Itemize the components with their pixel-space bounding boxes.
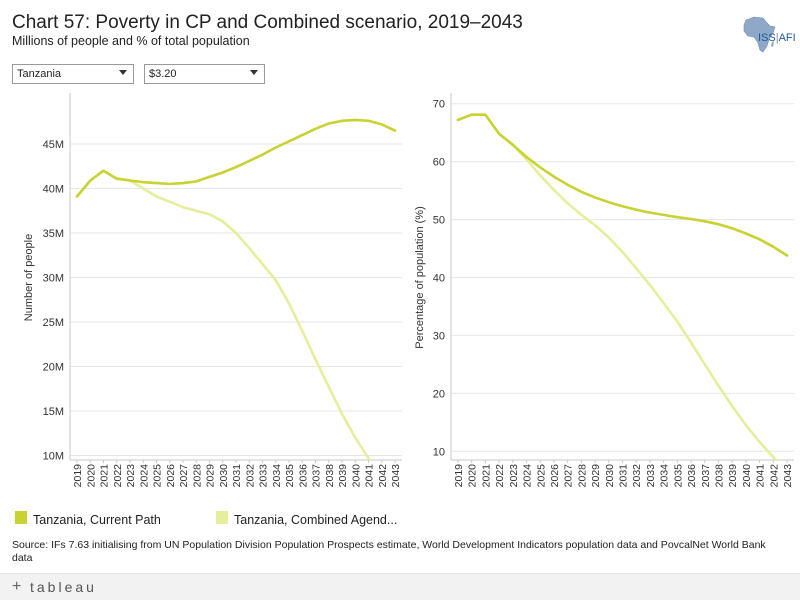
x-tick-label: 2026 xyxy=(549,464,561,488)
dropdown-arrow-icon xyxy=(250,70,258,75)
page-title: Chart 57: Poverty in CP and Combined sce… xyxy=(12,12,523,33)
tableau-logo-icon[interactable]: + xyxy=(12,578,22,595)
page-subtitle: Millions of people and % of total popula… xyxy=(12,34,250,48)
y-tick-label: 50 xyxy=(433,215,445,227)
y-axis-title: Percentage of population (%) xyxy=(414,206,426,348)
x-tick-label: 2039 xyxy=(337,464,349,488)
x-tick-label: 2036 xyxy=(686,464,698,488)
x-tick-label: 2030 xyxy=(604,464,616,488)
x-tick-label: 2035 xyxy=(284,464,296,488)
x-tick-label: 2023 xyxy=(125,464,137,488)
x-tick-label: 2040 xyxy=(741,464,753,488)
x-tick-label: 2020 xyxy=(467,464,479,488)
y-tick-label: 20 xyxy=(433,388,445,400)
x-tick-label: 2037 xyxy=(700,464,712,488)
dropdown-arrow-icon xyxy=(119,70,127,75)
x-tick-label: 2038 xyxy=(713,464,725,488)
y-axis-title: Number of people xyxy=(23,234,35,321)
x-tick-label: 2039 xyxy=(727,464,739,488)
legend-swatch-combined-agenda xyxy=(216,511,228,524)
x-tick-label: 2042 xyxy=(768,464,780,488)
y-tick-label: 45M xyxy=(43,139,64,151)
x-tick-label: 2019 xyxy=(72,464,84,488)
x-tick-label: 2041 xyxy=(755,464,767,488)
country-select-value: Tanzania xyxy=(17,68,62,80)
series-line-current-path xyxy=(456,113,789,257)
y-tick-label: 40 xyxy=(433,273,445,285)
x-tick-label: 2025 xyxy=(535,464,547,488)
x-tick-label: 2032 xyxy=(244,464,256,488)
x-tick-label: 2031 xyxy=(618,464,630,488)
y-tick-label: 35M xyxy=(43,228,64,240)
iss-afi-logo[interactable]: ISS|AFI xyxy=(736,14,796,56)
legend-swatch-current-path xyxy=(15,511,27,524)
x-tick-label: 2024 xyxy=(138,464,150,488)
x-tick-label: 2031 xyxy=(231,464,243,488)
x-tick-label: 2043 xyxy=(390,464,402,488)
y-tick-label: 30M xyxy=(43,273,64,285)
chart-panel-1: 10M 15M 20M 25M 30M 35M 40M 45M Number of people… xyxy=(23,93,402,488)
tableau-brand[interactable]: tableau xyxy=(30,579,97,595)
x-tick-label: 2041 xyxy=(364,464,376,488)
x-tick-label: 2020 xyxy=(85,464,97,488)
logo-separator: | xyxy=(775,32,779,44)
x-tick-label: 2042 xyxy=(377,464,389,488)
y-tick-label: 10M xyxy=(43,451,64,463)
y-tick-label: 60 xyxy=(433,157,445,169)
logo-suffix: AFI xyxy=(778,32,796,44)
x-tick-label: 2040 xyxy=(350,464,362,488)
x-tick-label: 2043 xyxy=(782,464,794,488)
x-tick-label: 2022 xyxy=(494,464,506,488)
x-tick-label: 2035 xyxy=(672,464,684,488)
y-tick-label: 25M xyxy=(43,317,64,329)
x-tick-label: 2027 xyxy=(178,464,190,488)
x-tick-label: 2027 xyxy=(563,464,575,488)
x-tick-label: 2028 xyxy=(191,464,203,488)
x-tick-label: 2021 xyxy=(480,464,492,488)
y-tick-label: 20M xyxy=(43,362,64,374)
x-tick-label: 2029 xyxy=(590,464,602,488)
logo-main: ISS xyxy=(758,32,776,44)
x-tick-label: 2038 xyxy=(324,464,336,488)
x-tick-label: 2037 xyxy=(311,464,323,488)
y-tick-label: 30 xyxy=(433,330,445,342)
series-line-current-path xyxy=(75,118,397,198)
x-tick-label: 2033 xyxy=(645,464,657,488)
africa-map-icon xyxy=(743,16,776,53)
x-tick-label: 2028 xyxy=(576,464,588,488)
source-note: Source: IFs 7.63 initialising from UN Po… xyxy=(12,539,766,561)
country-select[interactable]: Tanzania xyxy=(12,64,134,84)
x-tick-label: 2034 xyxy=(271,464,283,488)
tableau-footer: + tableau xyxy=(0,573,800,600)
legend-label-current-path: Tanzania, Current Path xyxy=(33,513,161,527)
x-tick-label: 2024 xyxy=(522,464,534,488)
series-line-combined-agenda xyxy=(75,169,372,460)
x-tick-label: 2030 xyxy=(218,464,230,488)
logo-text: ISS|AFI xyxy=(758,32,796,44)
y-tick-label: 40M xyxy=(43,183,64,195)
threshold-select[interactable]: $3.20 xyxy=(144,64,265,84)
y-tick-label: 10 xyxy=(433,446,445,458)
x-tick-label: 2023 xyxy=(508,464,520,488)
x-tick-label: 2025 xyxy=(152,464,164,488)
x-tick-label: 2026 xyxy=(165,464,177,488)
x-tick-label: 2019 xyxy=(453,464,465,488)
x-tick-label: 2021 xyxy=(99,464,111,488)
x-tick-label: 2034 xyxy=(659,464,671,488)
x-tick-label: 2033 xyxy=(258,464,270,488)
threshold-select-value: $3.20 xyxy=(149,68,177,80)
x-tick-label: 2032 xyxy=(631,464,643,488)
x-tick-label: 2036 xyxy=(297,464,309,488)
y-tick-label: 15M xyxy=(43,406,64,418)
y-tick-label: 70 xyxy=(433,99,445,111)
legend-label-combined-agenda: Tanzania, Combined Agend... xyxy=(234,513,398,527)
x-tick-label: 2029 xyxy=(205,464,217,488)
x-tick-label: 2022 xyxy=(112,464,124,488)
series-line-combined-agenda xyxy=(456,113,779,460)
